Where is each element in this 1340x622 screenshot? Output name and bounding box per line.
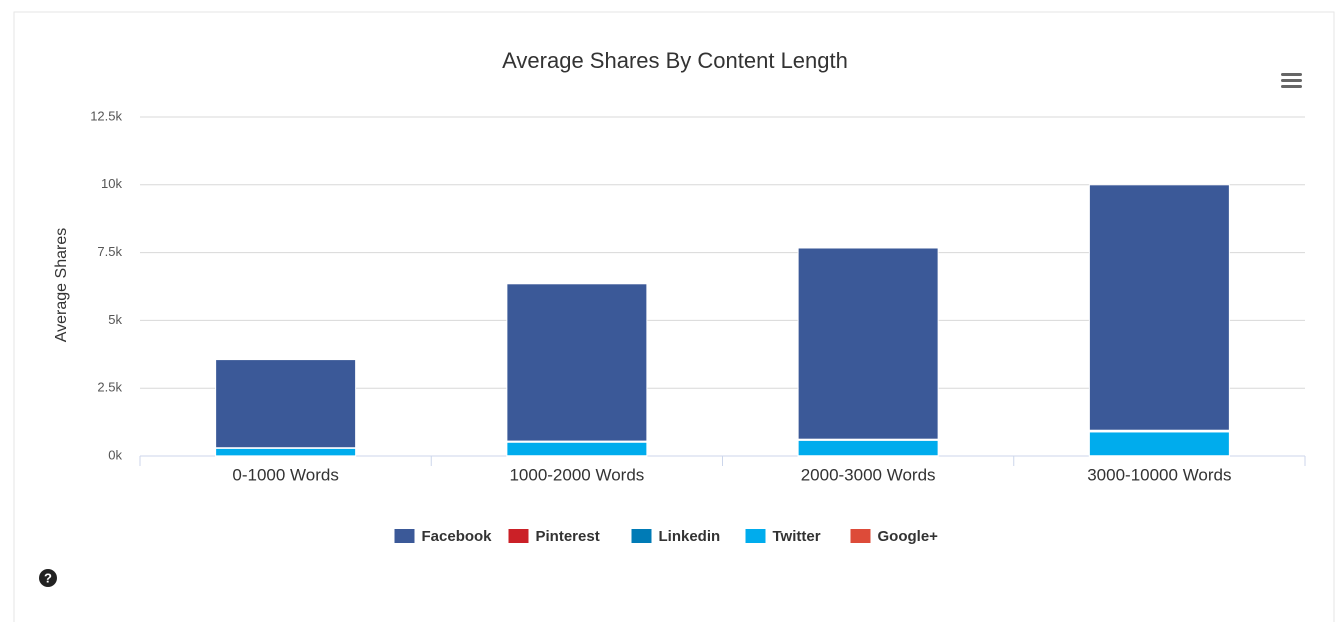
legend: Facebook Pinterest Linkedin Twitter Google+ [394,528,939,545]
legend-label: Facebook [422,528,493,545]
legend-item[interactable]: Linkedin [631,528,721,545]
legend-item[interactable]: Twitter [745,528,821,545]
bar-segment [215,359,357,449]
bar-segment [1088,431,1230,457]
legend-item[interactable]: Google+ [850,528,939,545]
legend-swatch [508,529,529,543]
legend-swatch [394,529,415,543]
help-circle [39,569,57,587]
legend-swatch [850,529,871,543]
legend-label: Google+ [878,528,939,545]
menu-icon[interactable] [1281,73,1302,88]
menu-line [1281,79,1302,82]
menu-line [1281,73,1302,76]
y-tick-label: 5k [108,312,122,327]
legend-label: Pinterest [536,528,600,545]
legend-label: Twitter [773,528,821,545]
help-mark: ? [44,570,52,585]
y-axis-title: Average Shares [53,228,70,342]
y-tick-label: 7.5k [97,244,122,259]
chart-title: Average Shares By Content Length [502,48,848,73]
y-tick-label: 2.5k [97,380,122,395]
legend-swatch [745,529,766,543]
y-tick-label: 10k [101,176,122,191]
x-tick-label: 1000-2000 Words [509,465,644,484]
y-tick-label: 0k [108,447,122,462]
legend-swatch [631,529,652,543]
bar-segment [797,247,939,440]
bar-segment [215,447,357,457]
help-icon[interactable]: ? [39,569,57,587]
legend-label: Linkedin [659,528,721,545]
bar-segment [797,439,939,457]
menu-line [1281,85,1302,88]
bar-segment [506,441,648,457]
x-tick-label: 2000-3000 Words [801,465,936,484]
bar-segment [1088,184,1230,431]
y-tick-label: 12.5k [90,108,122,123]
legend-item[interactable]: Pinterest [508,528,600,545]
x-tick-label: 0-1000 Words [232,465,338,484]
legend-item[interactable]: Facebook [394,528,493,545]
bar-segment [506,283,648,442]
x-tick-label: 3000-10000 Words [1087,465,1231,484]
